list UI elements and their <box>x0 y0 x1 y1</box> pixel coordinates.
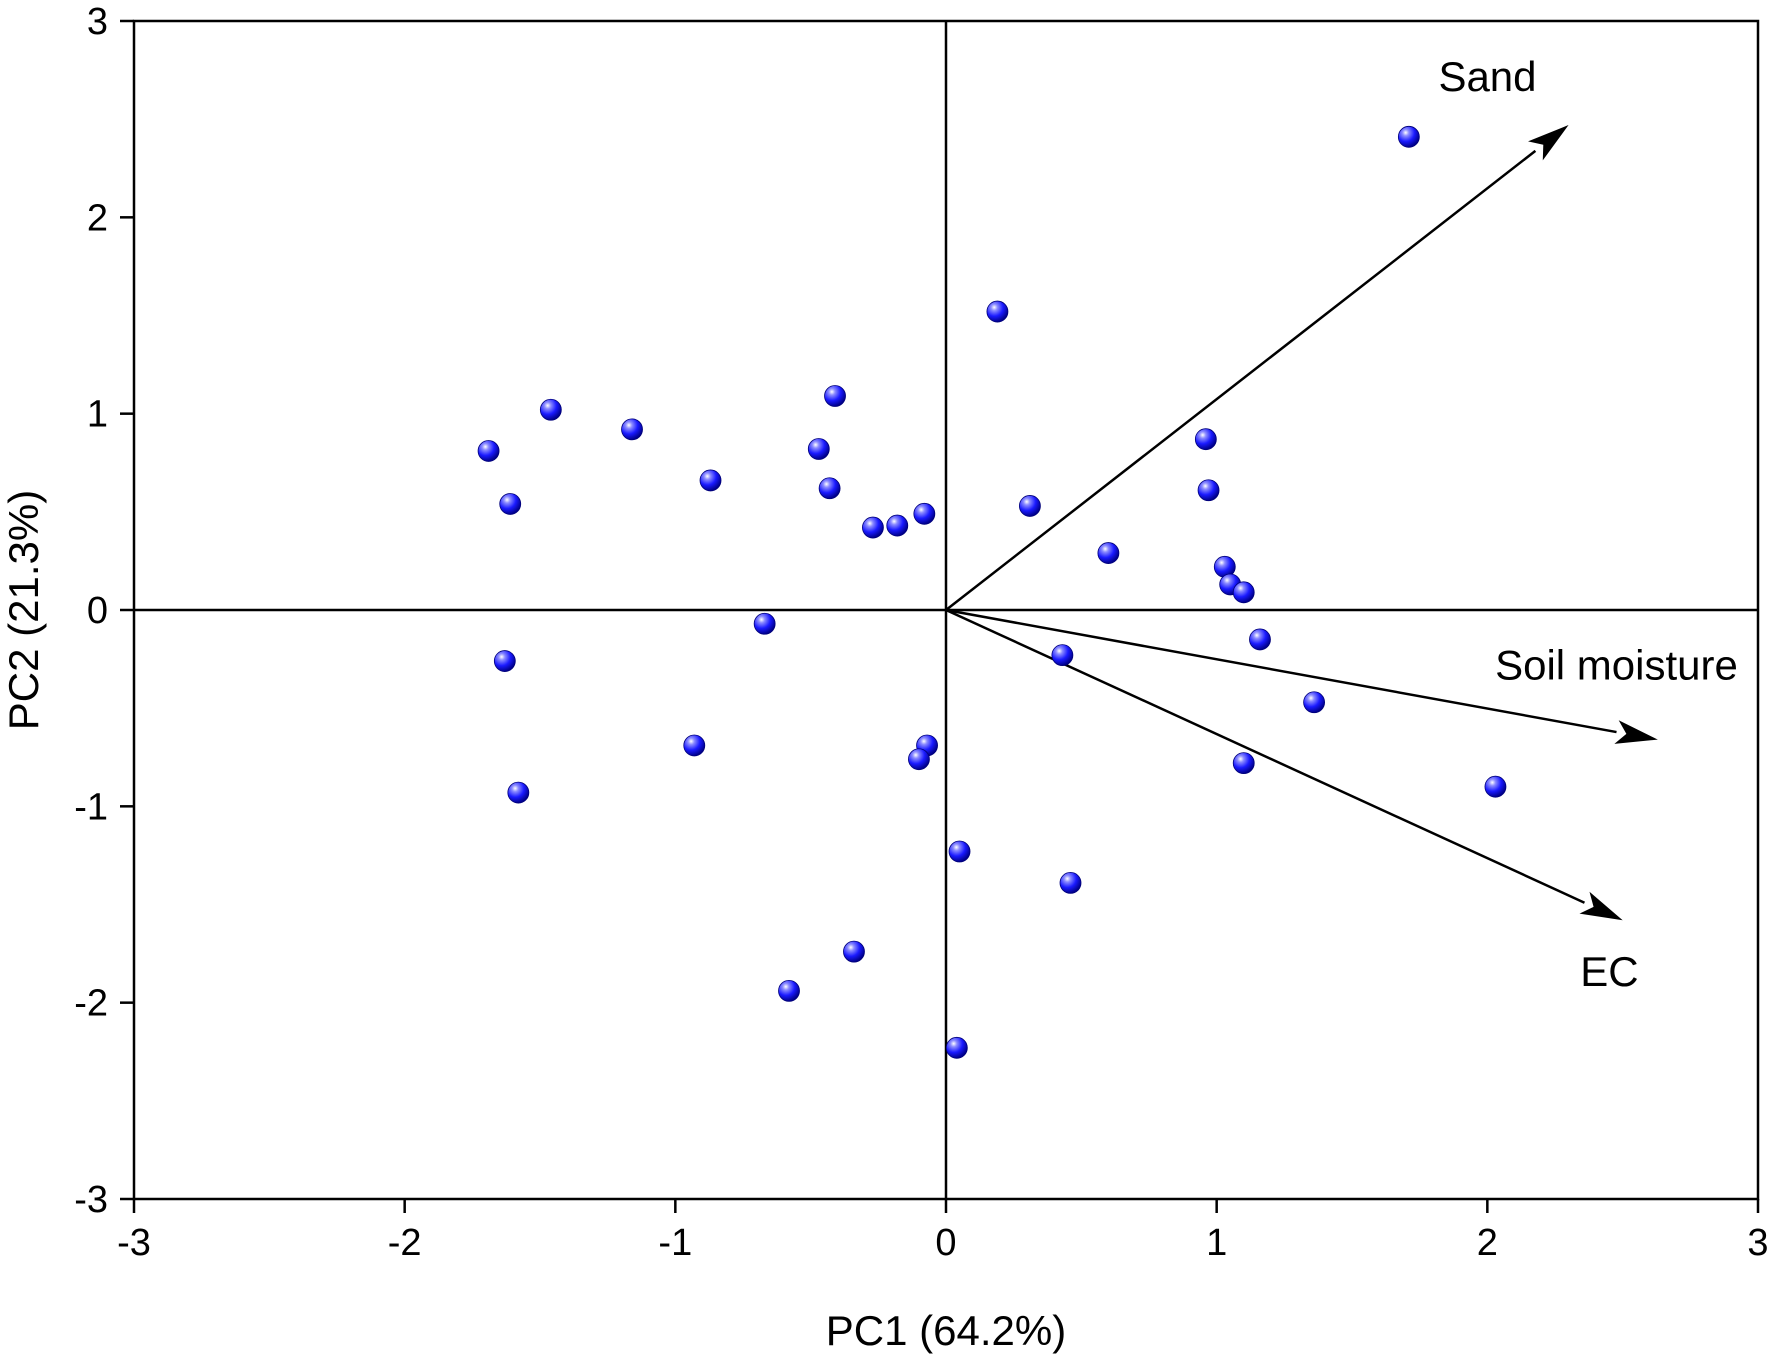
loading-vectors: Sand Soil moisture EC <box>945 53 1738 995</box>
data-point <box>1197 479 1220 502</box>
x-tick-label: 2 <box>1477 1222 1498 1264</box>
data-point <box>499 493 522 515</box>
data-point <box>1397 125 1420 148</box>
data-point <box>1303 691 1326 714</box>
y-tick-label: 2 <box>87 197 108 239</box>
data-point <box>948 840 971 863</box>
data-point <box>945 1036 968 1059</box>
y-tick-label: -1 <box>74 786 108 828</box>
vector-sand-arrowhead <box>1528 125 1569 161</box>
vector-ec-label: EC <box>1580 948 1638 995</box>
data-point <box>778 979 800 1002</box>
data-point <box>493 650 516 672</box>
vector-sand-label: Sand <box>1438 53 1536 100</box>
data-point <box>843 940 865 963</box>
vector-soil-moisture-arrowhead <box>1614 720 1658 744</box>
data-point <box>1232 752 1255 775</box>
y-axis: -3 -2 -1 0 1 2 3 <box>74 1 134 1221</box>
data-point <box>818 477 841 500</box>
data-point <box>1019 495 1041 517</box>
data-point <box>807 438 830 460</box>
data-point <box>507 781 530 804</box>
vector-ec-arrowhead <box>1579 891 1623 921</box>
data-point <box>699 469 722 492</box>
x-tick-label: 0 <box>935 1222 956 1264</box>
data-point <box>753 612 776 635</box>
data-point <box>1232 581 1255 604</box>
data-point <box>477 440 500 462</box>
x-axis-title: PC1 (64.2%) <box>826 1307 1066 1354</box>
y-tick-label: 1 <box>87 394 108 436</box>
data-point <box>1194 428 1217 451</box>
data-point <box>1097 542 1120 564</box>
x-tick-label: -1 <box>658 1222 692 1264</box>
data-point <box>986 300 1009 323</box>
x-tick-label: 1 <box>1206 1222 1227 1264</box>
vector-sand-line <box>945 149 1537 611</box>
y-tick-label: -2 <box>74 983 108 1025</box>
data-point <box>539 398 562 421</box>
data-point <box>1249 628 1271 651</box>
data-point <box>683 734 706 757</box>
y-axis-title: PC2 (21.3%) <box>0 490 47 730</box>
x-tick-label: 3 <box>1747 1222 1768 1264</box>
data-point <box>886 514 909 537</box>
data-point <box>1059 872 1082 894</box>
x-tick-label: -3 <box>117 1222 151 1264</box>
data-point <box>1051 644 1074 667</box>
vector-soil-moisture-line <box>945 608 1617 734</box>
data-point <box>913 502 936 525</box>
score-points <box>477 125 1507 1059</box>
y-tick-label: 0 <box>87 590 108 632</box>
data-point <box>862 516 884 539</box>
y-tick-label: 3 <box>87 1 108 43</box>
x-axis: -3 -2 -1 0 1 2 3 <box>117 1199 1769 1264</box>
data-point <box>824 385 846 407</box>
y-tick-label: -3 <box>74 1179 108 1221</box>
data-point <box>908 748 930 771</box>
data-point <box>621 418 643 441</box>
x-tick-label: -2 <box>388 1222 422 1264</box>
vector-soil-moisture-label: Soil moisture <box>1495 642 1738 689</box>
data-point <box>1484 775 1507 798</box>
vector-ec-line <box>945 608 1586 904</box>
